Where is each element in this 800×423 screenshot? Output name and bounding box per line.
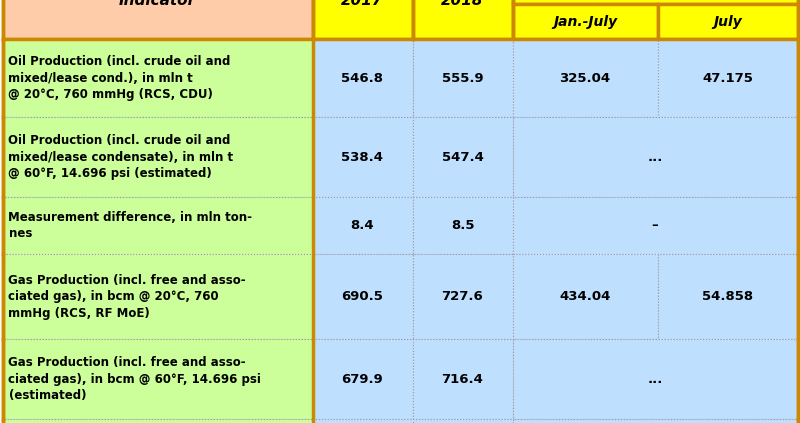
Bar (313, 339, 413, 419)
Text: Measurement difference, in mln ton-
nes: Measurement difference, in mln ton- nes (9, 211, 253, 240)
Bar (413, 419, 513, 423)
Bar (313, 0, 413, 39)
Text: 690.5: 690.5 (342, 290, 383, 303)
Text: 47.175: 47.175 (702, 71, 753, 85)
Text: 8.5: 8.5 (450, 219, 474, 232)
Bar (2, 419, 313, 423)
Bar (513, 0, 798, 4)
Bar (313, 419, 413, 423)
Text: 716.4: 716.4 (442, 373, 483, 385)
Text: Gas Production (incl. free and asso-
ciated gas), in bcm @ 20°C, 760
mmHg (RCS, : Gas Production (incl. free and asso- cia… (9, 274, 246, 319)
Text: Gas Production (incl. free and asso-
ciated gas), in bcm @ 60°F, 14.696 psi
(est: Gas Production (incl. free and asso- cia… (9, 356, 262, 402)
Bar (2, 339, 313, 419)
Bar (313, 197, 413, 254)
Text: 538.4: 538.4 (342, 151, 383, 164)
Bar (313, 39, 413, 117)
Text: 555.9: 555.9 (442, 71, 483, 85)
Text: 8.4: 8.4 (350, 219, 374, 232)
Text: Oil Production (incl. crude oil and
mixed/lease condensate), in mln t
@ 60°F, 14: Oil Production (incl. crude oil and mixe… (9, 134, 234, 180)
Bar (413, 254, 513, 339)
Bar (513, 419, 798, 423)
Text: ...: ... (647, 151, 662, 164)
Bar (513, 4, 658, 39)
Text: 325.04: 325.04 (559, 71, 610, 85)
Bar (513, 339, 798, 419)
Text: 434.04: 434.04 (559, 290, 610, 303)
Bar (658, 4, 798, 39)
Bar (658, 39, 798, 117)
Text: ...: ... (647, 373, 662, 385)
Bar (413, 339, 513, 419)
Bar (413, 0, 513, 39)
Bar (2, 39, 313, 117)
Text: 2018: 2018 (442, 0, 484, 8)
Text: Jan.-July: Jan.-July (553, 14, 617, 28)
Text: 2017: 2017 (342, 0, 384, 8)
Text: 727.6: 727.6 (442, 290, 483, 303)
Bar (513, 197, 798, 254)
Bar (2, 0, 313, 39)
Bar (413, 39, 513, 117)
Bar (2, 254, 313, 339)
Bar (313, 117, 413, 197)
Bar (513, 117, 798, 197)
Bar (513, 39, 658, 117)
Bar (2, 197, 313, 254)
Bar (2, 117, 313, 197)
Text: 54.858: 54.858 (702, 290, 753, 303)
Bar (413, 117, 513, 197)
Bar (313, 254, 413, 339)
Text: 547.4: 547.4 (442, 151, 483, 164)
Text: Oil Production (incl. crude oil and
mixed/lease cond.), in mln t
@ 20°C, 760 mmH: Oil Production (incl. crude oil and mixe… (9, 55, 231, 101)
Text: –: – (652, 219, 658, 232)
Text: 679.9: 679.9 (342, 373, 383, 385)
Bar (658, 254, 798, 339)
Text: 546.8: 546.8 (342, 71, 383, 85)
Bar (413, 197, 513, 254)
Text: Indicator: Indicator (119, 0, 196, 8)
Bar (513, 254, 658, 339)
Text: July: July (713, 14, 742, 28)
